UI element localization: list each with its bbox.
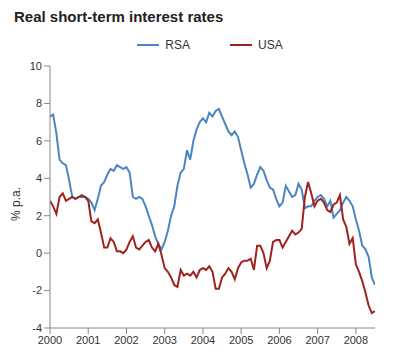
svg-text:2007: 2007 <box>305 334 329 346</box>
svg-text:2002: 2002 <box>114 334 138 346</box>
svg-text:6: 6 <box>36 135 42 147</box>
html-text:USA: USA <box>258 38 283 52</box>
svg-text:4: 4 <box>36 172 42 184</box>
svg-text:0: 0 <box>36 247 42 259</box>
svg-text:2005: 2005 <box>229 334 253 346</box>
svg-text:10: 10 <box>30 60 42 72</box>
svg-text:2008: 2008 <box>344 334 368 346</box>
svg-text:2: 2 <box>36 210 42 222</box>
svg-text:2003: 2003 <box>152 334 176 346</box>
svg-text:2006: 2006 <box>267 334 291 346</box>
html-text:% p.a.: % p.a. <box>9 187 23 221</box>
svg-text:2001: 2001 <box>76 334 100 346</box>
svg-text:2004: 2004 <box>191 334 215 346</box>
svg-text:-4: -4 <box>32 322 42 334</box>
svg-text:8: 8 <box>36 97 42 109</box>
svg-text:2000: 2000 <box>38 334 62 346</box>
svg-text:-2: -2 <box>32 284 42 296</box>
html-text:RSA: RSA <box>165 38 190 52</box>
html-text:Real short-term interest rates: Real short-term interest rates <box>14 8 224 25</box>
